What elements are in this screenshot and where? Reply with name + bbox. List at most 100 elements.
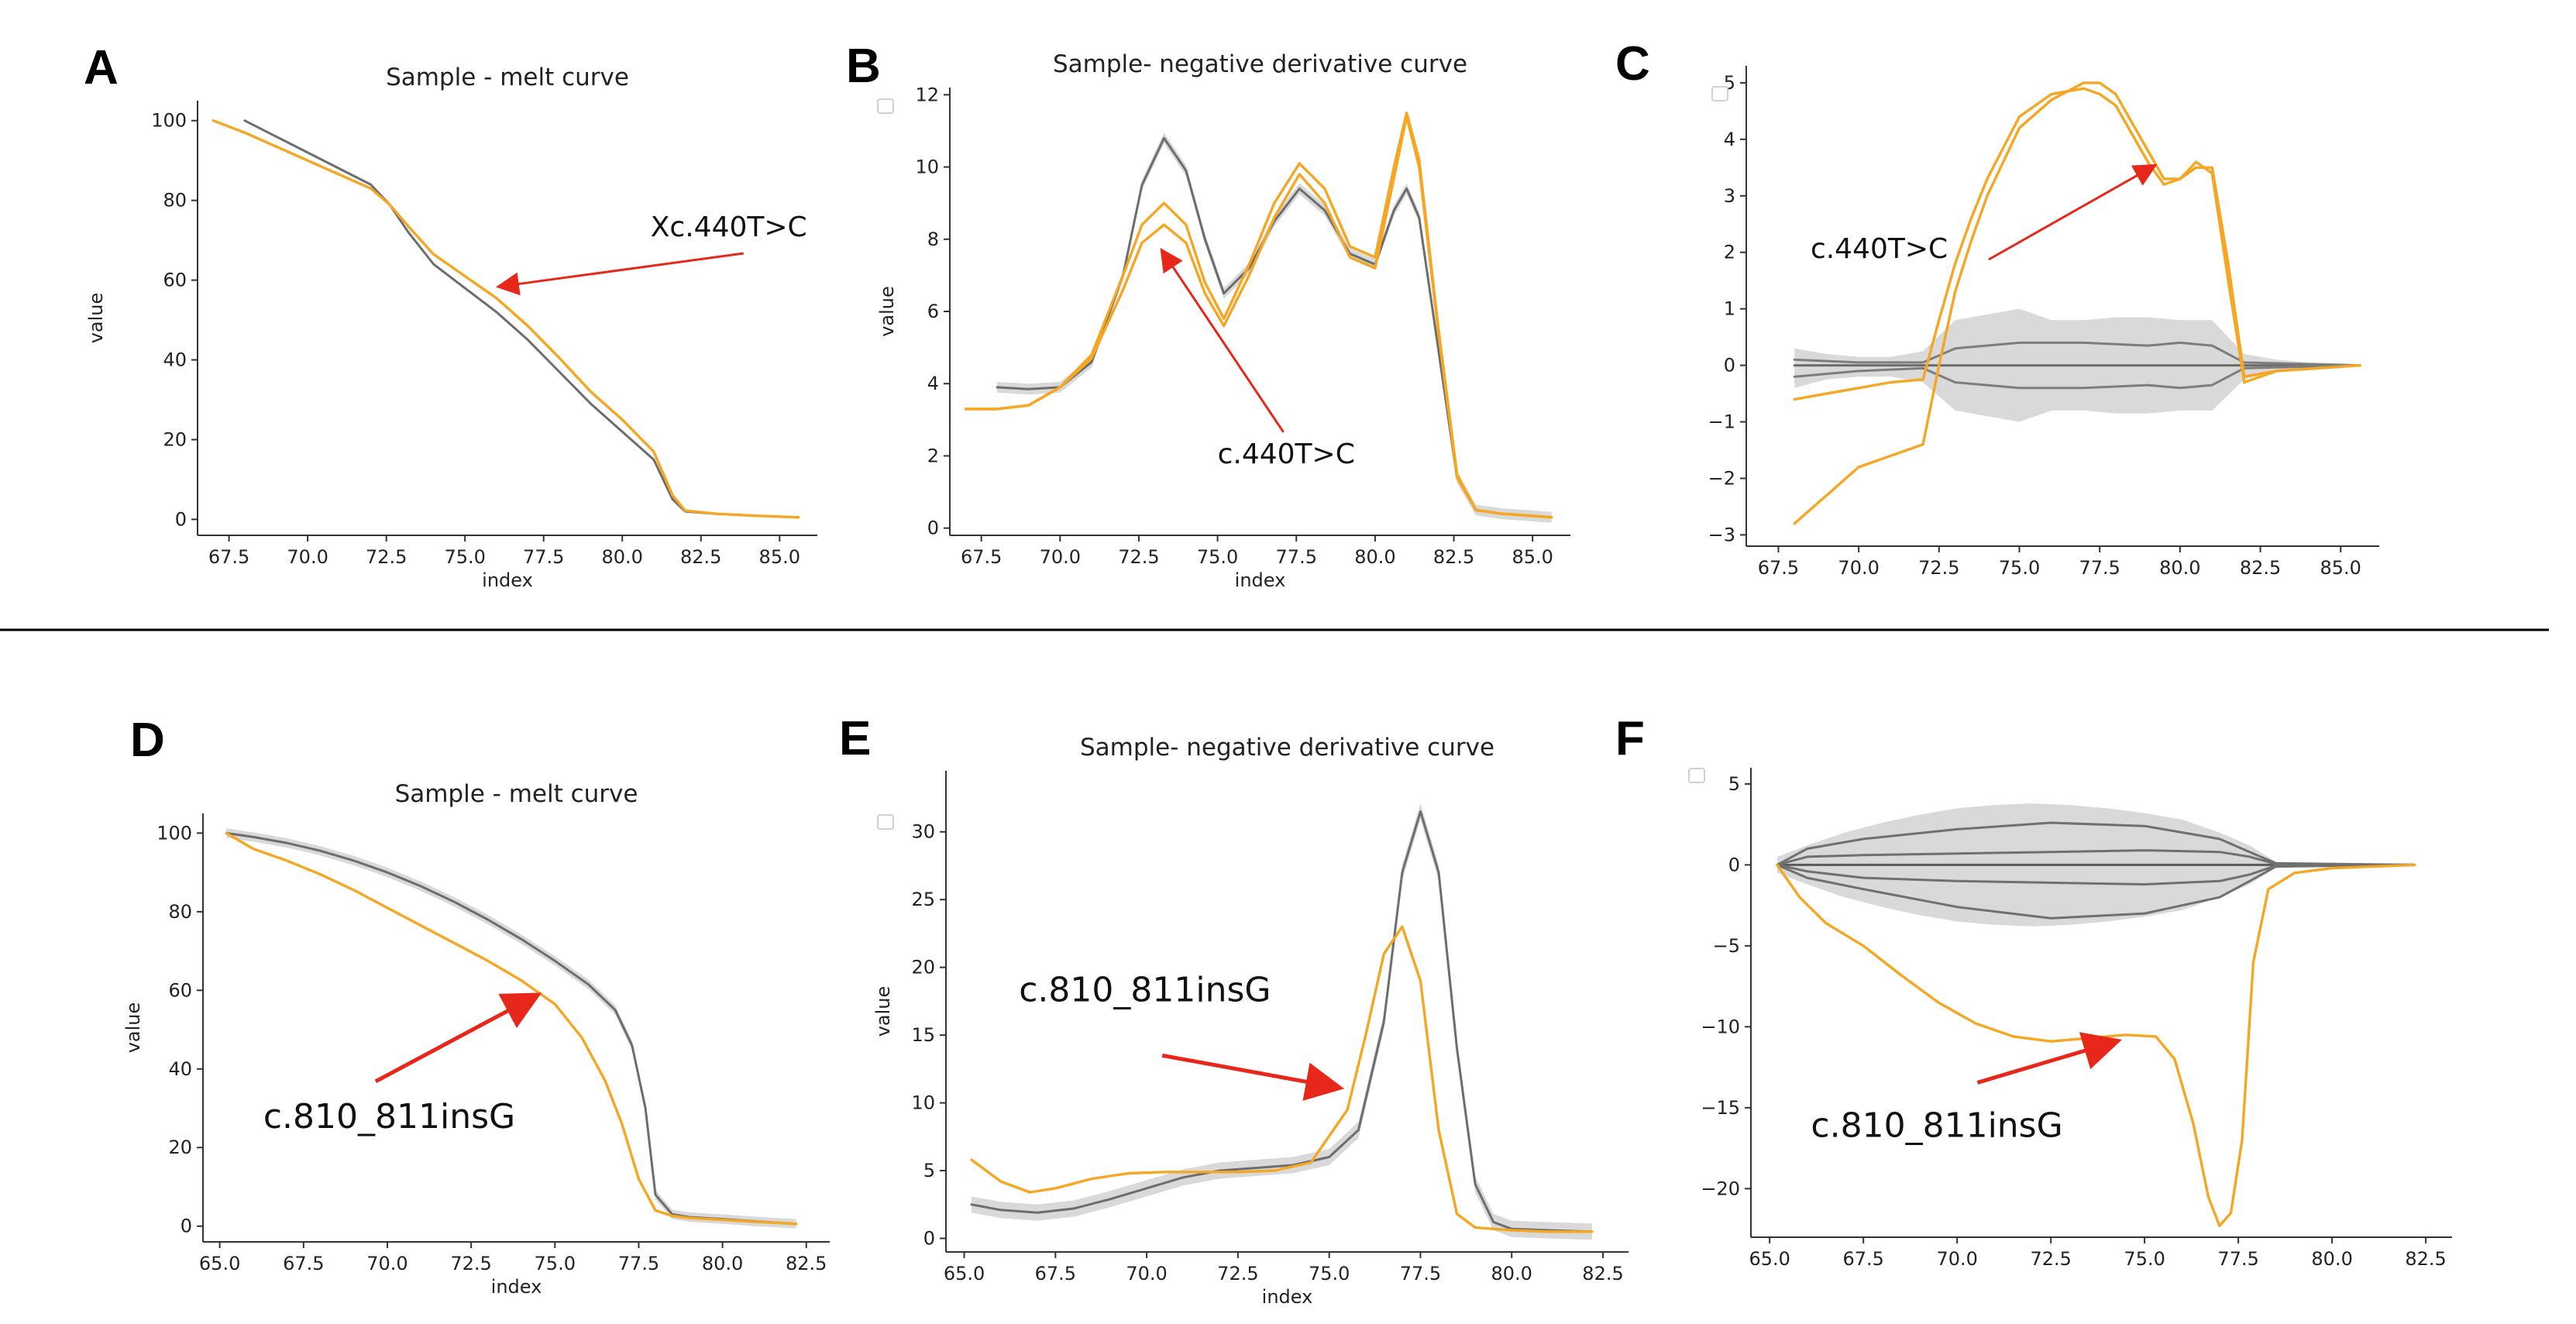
x-tick-label-e: 75.0 <box>1309 1263 1350 1284</box>
x-tick-label-c: 70.0 <box>1838 557 1879 579</box>
series-line-c-810-811insg-e <box>970 925 1594 1233</box>
x-tick-label-c: 80.0 <box>2159 557 2200 579</box>
x-tick-label-d: 65.0 <box>199 1253 240 1274</box>
y-tick-label-e: 25 <box>911 889 935 910</box>
chart-panel-c: 67.5 70.0 72.5 75.0 77.5 80.0 82.5 85.0 −3 −2 −1 0 1… <box>1708 66 2379 579</box>
y-tick-label-b: 10 <box>915 156 939 178</box>
y-tick-label-b: 8 <box>927 229 939 250</box>
chart-title-d: Sample - melt curve <box>395 780 638 808</box>
x-tick-label-d: 80.0 <box>702 1253 743 1274</box>
x-tick-label-d: 67.5 <box>283 1253 324 1274</box>
x-tick-label-b: 72.5 <box>1118 546 1159 568</box>
y-tick-label-a: 80 <box>163 190 187 211</box>
x-tick-label-a: 80.0 <box>602 546 643 568</box>
y-axis-label-a: value <box>85 293 107 344</box>
x-tick-label-e: 72.5 <box>1217 1263 1258 1284</box>
y-tick-label-c: 3 <box>1724 185 1735 207</box>
y-tick-label-b: 12 <box>915 84 939 105</box>
x-tick-label-c: 75.0 <box>1999 557 2040 579</box>
y-tick-label-d: 0 <box>181 1216 192 1237</box>
x-axis-label-b: index <box>1235 569 1286 591</box>
x-tick-label-f: 82.5 <box>2405 1248 2446 1270</box>
y-tick-label-c: 1 <box>1724 298 1735 320</box>
x-tick-label-b: 80.0 <box>1354 546 1395 568</box>
series-line-c-440t-c-b-b <box>964 115 1553 519</box>
x-tick-label-e: 65.0 <box>944 1263 985 1284</box>
x-tick-label-d: 77.5 <box>618 1253 659 1274</box>
y-tick-label-a: 20 <box>163 428 187 450</box>
x-tick-label-e: 77.5 <box>1400 1263 1441 1284</box>
annotation-arrow-e <box>1161 1053 1345 1101</box>
x-tick-label-c: 82.5 <box>2240 557 2281 579</box>
chart-title-e: Sample- negative derivative curve <box>1080 734 1494 762</box>
x-tick-label-b: 67.5 <box>961 546 1002 568</box>
y-tick-label-c: −3 <box>1708 524 1735 545</box>
y-tick-label-d: 60 <box>168 979 192 1001</box>
y-axis-label-e: value <box>872 986 894 1037</box>
legend-box-f <box>1688 768 1705 783</box>
x-tick-label-c: 77.5 <box>2079 557 2120 579</box>
x-tick-label-a: 77.5 <box>523 546 564 568</box>
x-tick-label-b: 85.0 <box>1512 546 1553 568</box>
y-tick-label-c: 4 <box>1724 129 1735 150</box>
x-tick-label-a: 75.0 <box>444 546 485 568</box>
panel-letter-e: E <box>839 712 871 765</box>
x-axis-label-a: index <box>482 569 533 591</box>
x-tick-label-b: 70.0 <box>1040 546 1081 568</box>
annotation-label-d: c.810_811insG <box>263 1097 515 1137</box>
x-tick-label-d: 82.5 <box>786 1253 827 1274</box>
x-tick-label-c: 72.5 <box>1918 557 1959 579</box>
x-tick-label-f: 80.0 <box>2311 1248 2352 1270</box>
x-tick-label-e: 80.0 <box>1491 1263 1532 1284</box>
y-tick-label-c: −1 <box>1708 411 1735 433</box>
y-tick-label-d: 40 <box>168 1058 192 1080</box>
y-tick-label-d: 100 <box>156 822 192 844</box>
x-tick-label-d: 72.5 <box>450 1253 491 1274</box>
y-tick-label-c: 0 <box>1724 355 1735 377</box>
y-tick-label-a: 0 <box>175 508 187 530</box>
y-tick-label-a: 40 <box>163 349 187 371</box>
legend-box-e <box>877 814 894 830</box>
y-tick-label-e: 30 <box>911 821 935 843</box>
y-tick-label-f: 0 <box>1728 854 1740 875</box>
x-tick-label-f: 65.0 <box>1749 1248 1790 1270</box>
x-tick-label-e: 82.5 <box>1582 1263 1623 1284</box>
series-band-d-0 <box>226 828 796 1229</box>
legend-box-c <box>1711 86 1728 101</box>
y-tick-label-f: −5 <box>1713 935 1740 957</box>
x-tick-label-a: 67.5 <box>208 546 249 568</box>
x-tick-label-f: 72.5 <box>2030 1248 2071 1270</box>
panel-letter-f: F <box>1615 712 1645 765</box>
panel-letter-d: D <box>130 714 165 767</box>
series-line-ref-1-f <box>1776 821 2416 866</box>
x-tick-label-f: 75.0 <box>2124 1248 2165 1270</box>
y-axis-label-d: value <box>122 1002 144 1054</box>
y-axis-label-b: value <box>876 286 898 337</box>
x-tick-label-b: 77.5 <box>1276 546 1317 568</box>
series-line-c-440t-c-b-c <box>1793 87 2361 401</box>
annotation-arrow-b <box>1160 247 1285 433</box>
y-tick-label-e: 15 <box>911 1024 935 1046</box>
y-tick-label-c: −2 <box>1708 467 1735 489</box>
annotation-arrow-a <box>495 252 744 296</box>
panel-letter-a: A <box>84 41 119 95</box>
x-tick-label-b: 82.5 <box>1433 546 1474 568</box>
x-tick-label-f: 67.5 <box>1842 1248 1883 1270</box>
x-tick-label-c: 67.5 <box>1758 557 1799 579</box>
y-tick-label-a: 60 <box>163 270 187 291</box>
series-line-ref-4-f <box>1776 863 2416 886</box>
series-line-ref-lower-c <box>1793 364 2361 390</box>
x-tick-label-f: 77.5 <box>2217 1248 2258 1270</box>
series-band-e-0 <box>972 803 1592 1240</box>
y-tick-label-e: 0 <box>923 1228 935 1250</box>
chart-panel-e: 65.0 67.5 70.0 72.5 75.0 77.5 80.0 82.5 0 5 10 15 20… <box>872 734 1628 1308</box>
annotation-label-c: c.440T>C <box>1811 233 1948 265</box>
x-tick-label-a: 85.0 <box>759 546 800 568</box>
y-tick-label-e: 20 <box>911 957 935 978</box>
y-tick-label-d: 80 <box>168 901 192 923</box>
y-tick-label-f: −15 <box>1701 1097 1740 1119</box>
annotation-label-a: Xc.440T>C <box>651 211 807 243</box>
x-tick-label-a: 72.5 <box>366 546 407 568</box>
series-line-reference-e <box>970 810 1594 1233</box>
